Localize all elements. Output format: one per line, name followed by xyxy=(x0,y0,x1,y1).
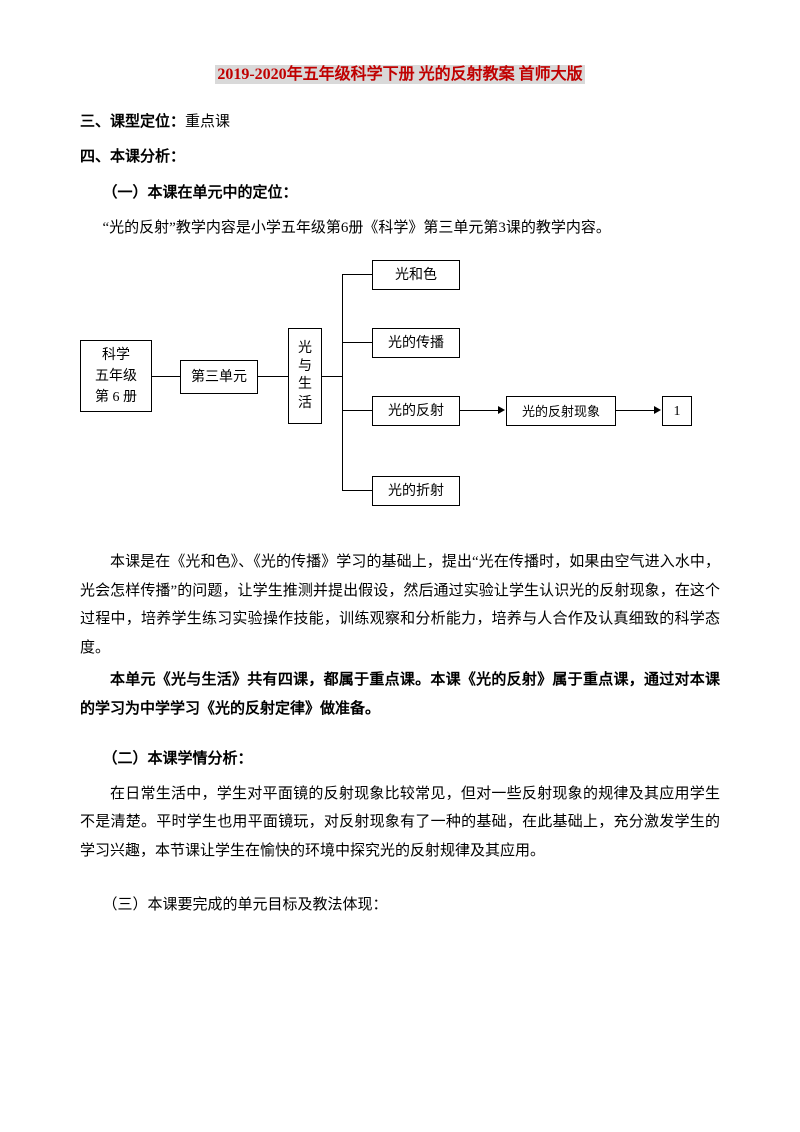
flow-line xyxy=(342,274,372,275)
flow-line xyxy=(258,376,288,377)
flow-line xyxy=(342,274,343,490)
flow-line xyxy=(152,376,180,377)
arrow-icon xyxy=(654,406,661,414)
flow-box-3: 光与生活 xyxy=(288,328,322,424)
sub-1-p2: 本课是在《光和色》、《光的传播》学习的基础上，提出“光在传播时，如果由空气进入水… xyxy=(80,548,720,662)
sub-2-p1: 在日常生活中，学生对平面镜的反射现象比较常见，但对一些反射现象的规律及其应用学生… xyxy=(80,780,720,866)
flow-box-7: 光的折射 xyxy=(372,476,460,506)
flow-box-8-label: 光的反射现象 xyxy=(522,402,600,422)
section-3: 三、课型定位：重点课 xyxy=(80,108,720,137)
page-title: 2019-2020年五年级科学下册 光的反射教案 首师大版 xyxy=(80,60,720,90)
sub-2-head: （二）本课学情分析： xyxy=(80,745,720,774)
flow-box-5: 光的传播 xyxy=(372,328,460,358)
sub-1-head: （一）本课在单元中的定位： xyxy=(80,179,720,208)
sub-3-head: （三）本课要完成的单元目标及教法体现： xyxy=(80,891,720,920)
flow-box-7-label: 光的折射 xyxy=(388,481,444,502)
flow-box-4: 光和色 xyxy=(372,260,460,290)
flow-box-6: 光的反射 xyxy=(372,396,460,426)
section-3-value: 重点课 xyxy=(185,114,230,130)
flow-line xyxy=(322,376,342,377)
sub-1-p3: 本单元《光与生活》共有四课，都属于重点课。本课《光的反射》属于重点课，通过对本课… xyxy=(80,666,720,723)
flow-line xyxy=(616,410,656,411)
flowchart: 科学 五年级 第 6 册 第三单元 光与生活 光和色 光的传播 光的反射 光的折… xyxy=(80,260,720,520)
flow-box-8: 光的反射现象 xyxy=(506,396,616,426)
flow-box-2: 第三单元 xyxy=(180,360,258,394)
flow-box-2-label: 第三单元 xyxy=(191,367,247,388)
flow-box-1-label: 科学 五年级 第 6 册 xyxy=(95,345,137,408)
flow-box-9-label: 1 xyxy=(674,401,681,422)
section-3-label: 三、课型定位： xyxy=(80,114,185,130)
flow-line xyxy=(342,342,372,343)
arrow-icon xyxy=(498,406,505,414)
flow-box-9: 1 xyxy=(662,396,692,426)
section-4: 四、本课分析： xyxy=(80,143,720,172)
flow-box-1: 科学 五年级 第 6 册 xyxy=(80,340,152,412)
flow-line xyxy=(342,410,372,411)
flow-line xyxy=(460,410,500,411)
flow-box-6-label: 光的反射 xyxy=(388,401,444,422)
title-highlight: 2019-2020年五年级科学下册 光的反射教案 首师大版 xyxy=(215,65,584,84)
flow-line xyxy=(342,490,372,491)
flow-box-3-label: 光与生活 xyxy=(298,340,312,413)
flow-box-4-label: 光和色 xyxy=(395,265,437,286)
flow-box-5-label: 光的传播 xyxy=(388,333,444,354)
sub-1-p1: “光的反射”教学内容是小学五年级第6册《科学》第三单元第3课的教学内容。 xyxy=(80,214,720,243)
